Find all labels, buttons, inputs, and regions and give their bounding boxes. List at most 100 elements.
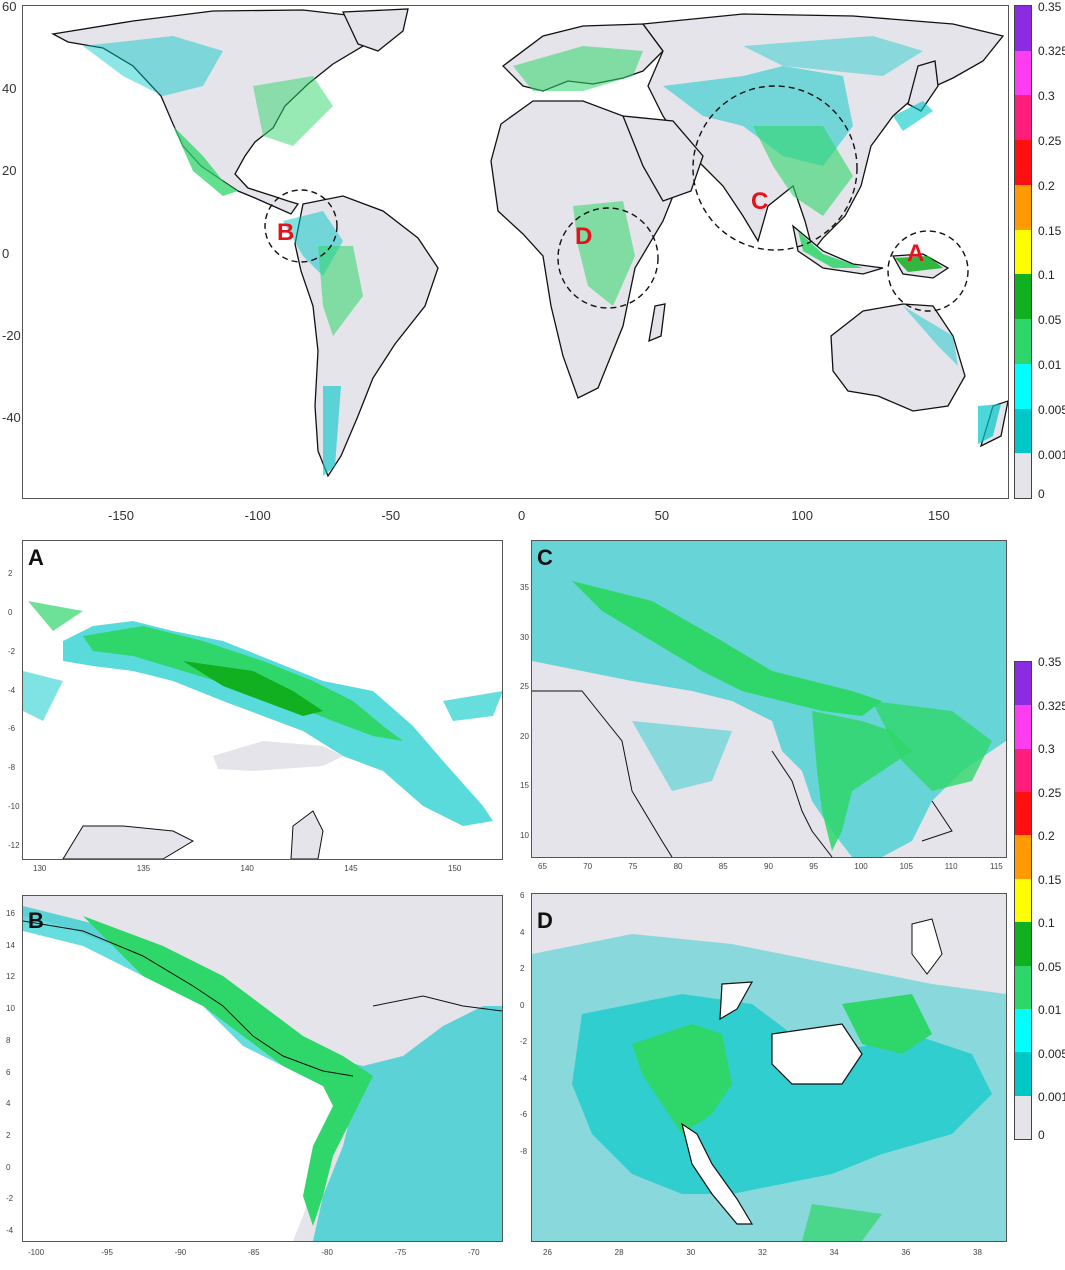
colorbar-level-label: 0.15 xyxy=(1038,223,1062,238)
axis-tick-label: 75 xyxy=(628,862,638,871)
colorbar-segment xyxy=(1015,662,1031,706)
colorbar-level-label: 0.01 xyxy=(1038,1003,1062,1018)
axis-tick-label: 40 xyxy=(2,81,17,97)
colorbar-level-label: 0.35 xyxy=(1038,655,1062,669)
axis-tick-label: 140 xyxy=(240,864,254,873)
axis-tick-label: -4 xyxy=(6,1226,14,1235)
axis-tick-label: 0 xyxy=(520,1000,525,1010)
colorbar-segment xyxy=(1015,748,1031,793)
axis-tick-label: -2 xyxy=(520,1037,528,1047)
colorbar-segment xyxy=(1015,965,1031,1009)
axis-tick-label: 4 xyxy=(6,1099,11,1109)
panel-d xyxy=(531,893,1007,1242)
axis-tick-label: -8 xyxy=(8,763,16,773)
axis-tick-label: 8 xyxy=(6,1035,11,1045)
indonesia xyxy=(792,224,884,275)
axis-tick-label: 100 xyxy=(854,862,868,871)
panel-c-label: C xyxy=(537,545,553,570)
axis-tick-label: -6 xyxy=(8,724,16,734)
axis-tick-label: 135 xyxy=(136,864,151,873)
colorbar-segment xyxy=(1015,6,1031,51)
circle-b xyxy=(264,189,338,263)
axis-tick-label: 6 xyxy=(520,891,525,900)
axis-tick-label: -40 xyxy=(2,410,21,425)
panel-a-canvas xyxy=(23,601,502,859)
colorbar-level-label: 0 xyxy=(1038,487,1045,501)
axis-tick-label: 0 xyxy=(2,245,10,261)
axis-tick-label: 10 xyxy=(6,1004,15,1014)
panel-b xyxy=(22,895,503,1242)
world-map-panel: A B C D xyxy=(22,5,1009,499)
colorbar-level-label: 0.05 xyxy=(1038,313,1062,328)
axis-tick-label: 14 xyxy=(6,940,15,950)
axis-tick-label: 20 xyxy=(2,163,17,179)
axis-tick-label: 80 xyxy=(673,862,683,871)
panel-d-label: D xyxy=(537,908,553,933)
circle-a xyxy=(887,230,969,312)
axis-tick-label: 105 xyxy=(899,862,913,871)
colorbar-segment xyxy=(1015,140,1031,185)
circle-label-b: B xyxy=(277,219,294,246)
axis-tick-label: 28 xyxy=(614,1248,624,1257)
colorbar-level-label: 0.001 xyxy=(1038,448,1065,463)
circle-d xyxy=(557,207,659,309)
axis-tick-label: -12 xyxy=(8,841,20,850)
colorbar-segment xyxy=(1015,363,1031,409)
colorbar-level-label: 0.1 xyxy=(1038,268,1055,283)
axis-tick-label: 130 xyxy=(33,864,47,873)
colorbar-level-label: 0.05 xyxy=(1038,959,1062,974)
colorbar-segment xyxy=(1015,95,1031,141)
axis-tick-label: 20 xyxy=(520,731,529,741)
panel-c xyxy=(531,540,1007,858)
panel-d-canvas xyxy=(532,894,1006,1241)
colorbar-level-label: 0 xyxy=(1038,1128,1045,1142)
axis-tick-label: -2 xyxy=(6,1194,14,1204)
colorbar-segment xyxy=(1015,50,1031,96)
axis-tick-label: 90 xyxy=(764,862,773,871)
colorbar-segment xyxy=(1015,835,1031,879)
axis-tick-label: -10 xyxy=(8,802,20,812)
axis-tick-label: -90 xyxy=(174,1248,187,1257)
axis-tick-label: 0 xyxy=(6,1162,11,1172)
axis-tick-label: 65 xyxy=(538,862,547,871)
madagascar xyxy=(648,303,666,343)
colorbar-segment xyxy=(1015,1008,1031,1053)
colorbar-level-label: 0.2 xyxy=(1038,829,1055,844)
colorbar-level-label: 0.01 xyxy=(1038,358,1062,373)
colorbar-segment xyxy=(1015,453,1031,499)
circle-c xyxy=(692,85,858,251)
colorbar-level-label: 0.25 xyxy=(1038,133,1062,148)
circle-label-c: C xyxy=(751,188,768,215)
axis-tick-label: 100 xyxy=(791,508,814,523)
axis-tick-label: 35 xyxy=(520,583,529,592)
axis-tick-label: -150 xyxy=(108,508,135,523)
colorbar-segment xyxy=(1015,705,1031,749)
axis-tick-label: -75 xyxy=(394,1248,407,1257)
colorbar-segment xyxy=(1015,1095,1031,1139)
axis-tick-label: 70 xyxy=(583,862,593,871)
axis-tick-label: 34 xyxy=(829,1248,839,1257)
axis-tick-label: -20 xyxy=(2,327,21,343)
axis-tick-label: -95 xyxy=(101,1248,113,1257)
circle-label-a: A xyxy=(907,240,924,267)
panel-b-canvas xyxy=(23,896,502,1241)
axis-tick-label: -70 xyxy=(468,1248,480,1257)
axis-tick-label: 60 xyxy=(2,0,17,14)
axis-tick-label: 2 xyxy=(520,964,525,974)
axis-tick-label: -80 xyxy=(321,1248,333,1257)
japan xyxy=(907,60,939,112)
axis-tick-label: 50 xyxy=(654,508,670,523)
circle-label-d: D xyxy=(575,223,592,250)
axis-tick-label: -85 xyxy=(248,1248,260,1257)
panel-b-label: B xyxy=(28,908,44,933)
axis-tick-label: 2 xyxy=(6,1130,11,1140)
colorbar-segment xyxy=(1015,792,1031,836)
axis-tick-label: 95 xyxy=(809,862,819,871)
axis-tick-label: 12 xyxy=(6,972,15,982)
axis-tick-label: 150 xyxy=(448,864,462,873)
axis-tick-label: -8 xyxy=(520,1147,528,1156)
panel-c-canvas xyxy=(532,541,1006,857)
colorbar-level-label: 0.005 xyxy=(1038,1046,1065,1061)
colorbar-level-label: 0.325 xyxy=(1038,43,1065,58)
axis-tick-label: 115 xyxy=(990,862,1003,871)
